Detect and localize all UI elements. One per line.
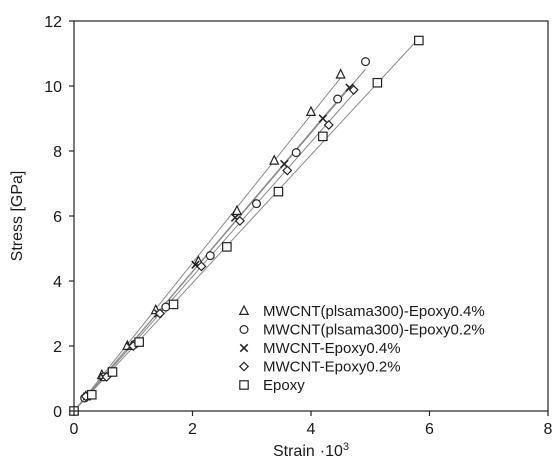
- fit-line: [73, 86, 350, 412]
- data-point: [134, 337, 144, 347]
- legend: MWCNT(plsama300)-Epoxy0.4% MWCNT(plsama30…: [238, 303, 485, 394]
- data-point: [323, 119, 334, 131]
- data-point: [196, 261, 207, 272]
- y-tick-label: 2: [53, 339, 62, 356]
- data-point: [205, 251, 215, 261]
- x-tick-label: 8: [544, 421, 553, 438]
- x-tick-label: 0: [70, 421, 79, 438]
- data-point: [161, 302, 171, 312]
- legend-label: Epoxy: [263, 377, 305, 394]
- fit-line: [73, 93, 355, 412]
- legend-label: MWCNT-Epoxy0.4%: [263, 340, 401, 357]
- fit-line: [73, 77, 342, 412]
- data-point: [305, 105, 317, 117]
- legend-label: MWCNT(plsama300)-Epoxy0.2%: [263, 322, 485, 339]
- data-point: [86, 389, 97, 400]
- x-tick-label: 6: [425, 421, 434, 438]
- data-point: [414, 35, 424, 46]
- data-point: [222, 242, 232, 252]
- legend-label: MWCNT-Epoxy0.2%: [263, 359, 401, 376]
- data-point: [234, 215, 245, 226]
- data-point: [269, 154, 280, 165]
- data-point: [318, 114, 328, 123]
- y-tick-label: 10: [44, 79, 62, 96]
- y-tick-label: 4: [53, 274, 62, 291]
- data-point: [318, 131, 328, 142]
- diamond-icon: [238, 361, 250, 372]
- data-point: [168, 299, 179, 310]
- data-point: [291, 148, 301, 158]
- x-tick-label: 4: [307, 421, 316, 438]
- data-point: [251, 199, 261, 209]
- data-point: [333, 94, 343, 104]
- data-point: [335, 68, 346, 79]
- data-point: [231, 204, 243, 216]
- data-point: [154, 308, 165, 319]
- data-point: [282, 165, 293, 176]
- circle-icon: [239, 325, 249, 335]
- square-icon: [239, 380, 249, 390]
- legend-label: MWCNT(plsama300)-Epoxy0.4%: [263, 303, 485, 320]
- x-axis-title: Strain ·103: [273, 441, 349, 460]
- data-point: [361, 57, 371, 67]
- x-tick-label: 2: [188, 421, 197, 438]
- cross-icon: [239, 343, 249, 353]
- data-point: [348, 84, 359, 95]
- triangle-icon: [238, 304, 250, 315]
- y-axis-title: Stress [GPa]: [9, 171, 26, 262]
- y-tick-label: 12: [44, 14, 62, 31]
- data-point: [372, 77, 383, 88]
- x-axis: 0 2 4 6 8: [70, 411, 553, 438]
- y-tick-label: 6: [53, 209, 62, 226]
- data-point: [273, 186, 284, 197]
- y-tick-label: 0: [53, 404, 62, 421]
- y-axis: 0 2 4 6 8 10 12: [44, 14, 74, 421]
- data-point: [107, 367, 118, 377]
- y-tick-label: 8: [53, 144, 62, 161]
